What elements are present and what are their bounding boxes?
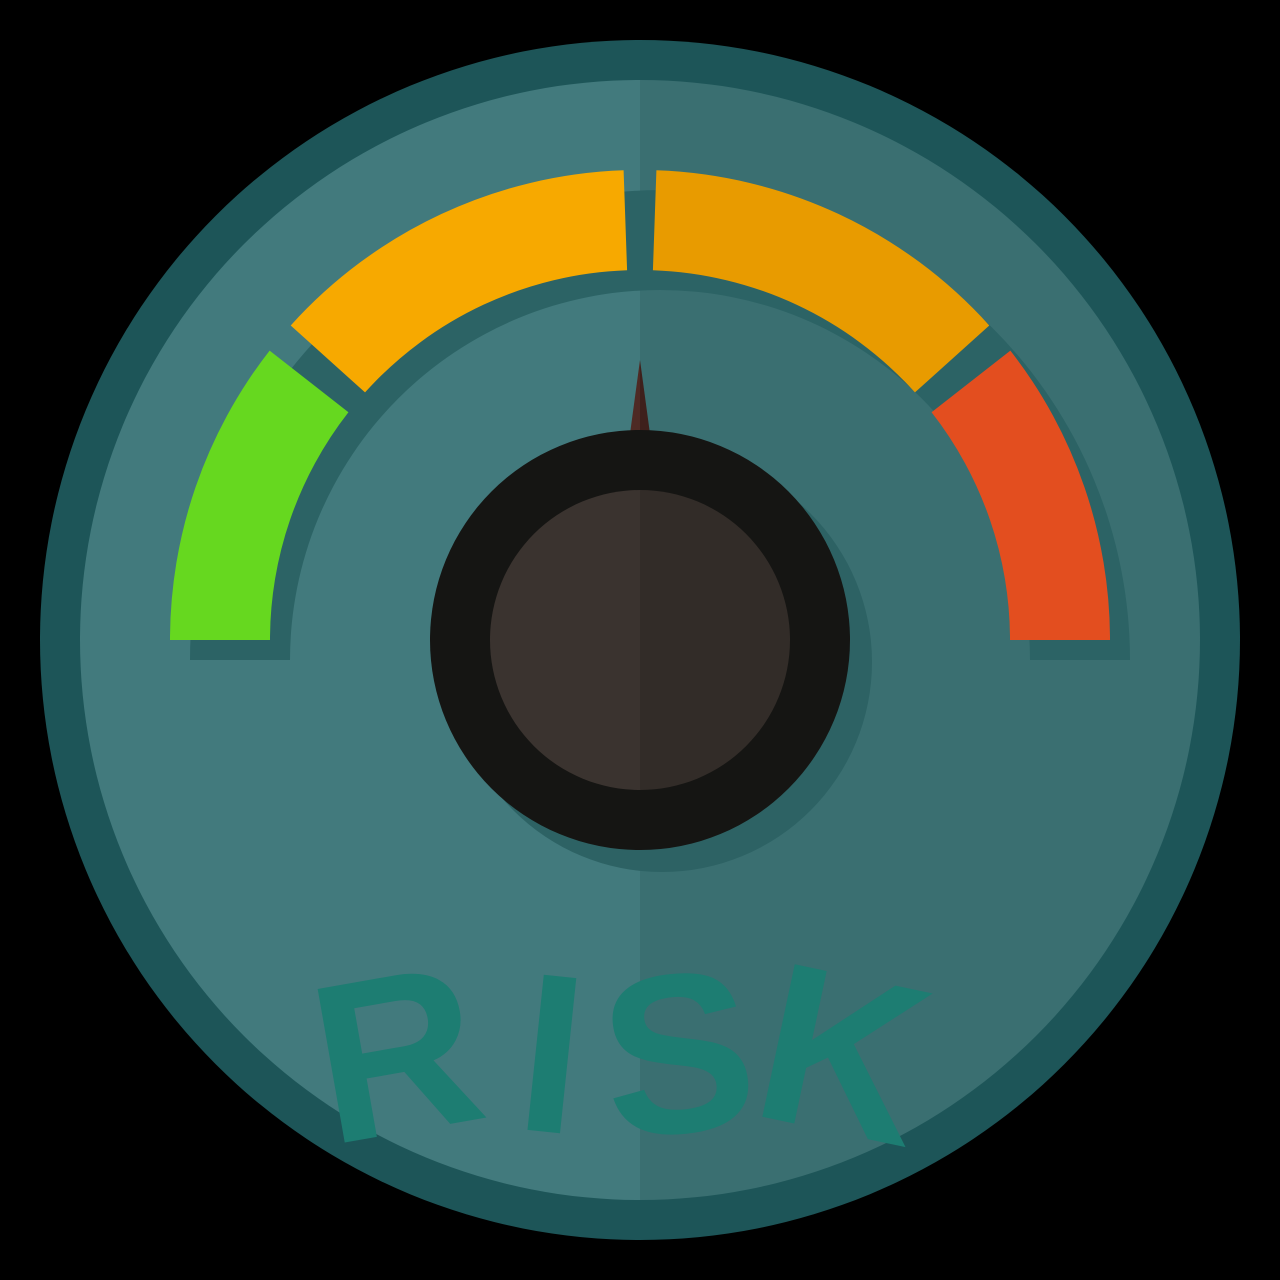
risk-gauge-infographic: { "gauge": { "type": "infographic", "can…	[0, 0, 1280, 1280]
risk-label: RISK	[294, 914, 950, 1195]
gauge-svg: RISK	[0, 0, 1280, 1280]
